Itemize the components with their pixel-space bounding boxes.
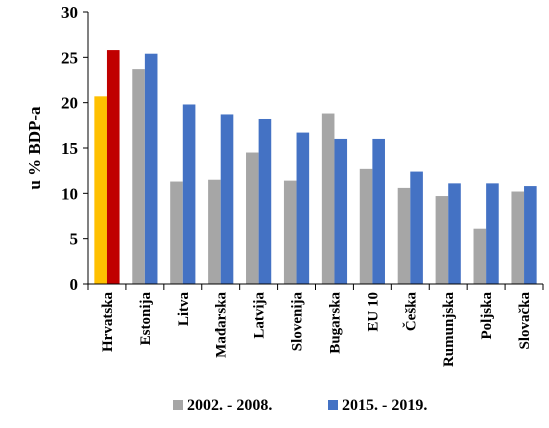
legend-swatch-2 [328,400,338,410]
bar-1-0 [94,96,107,284]
legend-swatch-1 [173,400,183,410]
x-tick-label-6: Bugarska [327,292,343,354]
y-tick-label-4: 20 [61,94,78,113]
bar-2-9 [448,183,461,284]
bar-1-3 [208,179,221,284]
bar-2-2 [182,104,196,284]
legend-label-2: 2015. - 2019. [342,397,427,414]
legend-label-1: 2002. - 2008. [187,397,272,414]
x-tick-label-11: Slovačka [517,292,533,350]
bar-2-8 [410,171,423,284]
bar-1-6 [321,113,335,285]
bar-2-5 [296,132,310,284]
y-tick-label-5: 25 [61,48,78,67]
bar-2-0 [106,50,120,284]
x-tick-label-7: EU 10 [365,292,381,332]
bar-2-7 [372,138,385,284]
bar-2-11 [524,186,537,284]
bar-1-2 [170,181,183,284]
bar-1-1 [132,69,145,285]
x-tick-label-1: Estonija [138,292,154,346]
bar-1-11 [511,191,525,284]
legend: 2002. - 2008. 2015. - 2019. [173,397,427,414]
bar-2-6 [334,138,348,284]
y-tick-label-2: 10 [61,184,78,203]
x-tick-label-2: Litva [176,292,192,327]
y-tick-label-0: 0 [70,275,79,294]
bar-2-1 [144,53,158,284]
x-tick-label-3: Mađarska [214,292,230,358]
bar-1-8 [397,187,411,284]
plot-area: 0 5 10 15 20 25 30 Hrvatska Estonija Litva Mađarsk… [61,3,544,368]
y-tick-label-3: 15 [61,139,78,158]
x-tick-label-9: Rumunjska [441,292,457,368]
bar-1-4 [246,152,259,284]
bar-1-5 [283,180,297,284]
bar-1-7 [359,168,373,284]
y-axis-title: u % BDP-a [25,106,44,190]
bar-1-10 [473,228,487,284]
x-tick-label-5: Slovenija [290,292,306,352]
bar-2-10 [486,183,499,284]
bar-2-4 [258,118,272,284]
x-tick-label-10: Poljska [479,292,495,340]
x-tick-label-0: Hrvatska [100,292,116,353]
y-tick-label-1: 5 [70,230,79,249]
x-tick-label-4: Latvija [252,292,268,339]
x-tick-label-8: Češka [402,292,419,332]
y-tick-label-6: 30 [61,3,78,22]
bar-2-3 [220,114,234,284]
bar-1-9 [435,196,449,284]
